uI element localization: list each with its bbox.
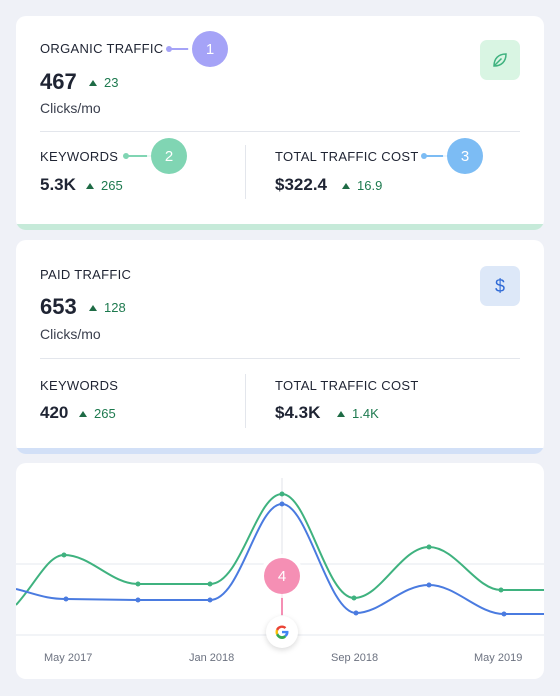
callout-2-badge[interactable]: 2 xyxy=(151,138,187,174)
organic-traffic-card: ORGANIC TRAFFIC 1 467 23 Clicks/mo KEYWO… xyxy=(16,16,544,230)
organic-cost-delta-value: 16.9 xyxy=(357,178,383,193)
organic-cost-delta: 16.9 xyxy=(342,178,382,193)
organic-traffic-unit: Clicks/mo xyxy=(40,100,101,116)
paid-traffic-delta-value: 128 xyxy=(104,300,126,315)
callout-4-badge[interactable]: 4 xyxy=(264,558,300,594)
paid-keywords-delta: 265 xyxy=(79,406,116,421)
organic-data-point[interactable] xyxy=(426,544,432,550)
google-icon xyxy=(275,625,289,639)
paid-keywords-delta-value: 265 xyxy=(94,406,116,421)
up-arrow-icon xyxy=(89,305,97,311)
paid-data-point[interactable] xyxy=(279,501,285,507)
up-arrow-icon xyxy=(342,183,350,189)
x-axis-tick-label: Sep 2018 xyxy=(331,652,379,664)
organic-cost-label: TOTAL TRAFFIC COST xyxy=(275,149,419,164)
paid-data-point[interactable] xyxy=(135,597,141,603)
organic-keywords-delta-value: 265 xyxy=(101,178,123,193)
traffic-trend-chart xyxy=(16,478,544,636)
organic-traffic-title: ORGANIC TRAFFIC xyxy=(40,41,164,56)
paid-keywords-value: 420 xyxy=(40,403,69,422)
paid-traffic-value: 653 xyxy=(40,294,77,319)
x-axis-tick-label: Jan 2018 xyxy=(189,652,235,664)
callout-3-badge[interactable]: 3 xyxy=(447,138,483,174)
divider xyxy=(245,374,246,428)
callout-1-badge[interactable]: 1 xyxy=(192,31,228,67)
x-axis-tick-label: May 2019 xyxy=(474,652,523,664)
divider xyxy=(40,358,520,359)
paid-traffic-unit: Clicks/mo xyxy=(40,326,101,342)
callout-3-connector xyxy=(421,153,447,159)
organic-cost-value: $322.4 xyxy=(275,175,327,194)
organic-keywords-value: 5.3K xyxy=(40,175,76,194)
paid-cost-delta-value: 1.4K xyxy=(352,406,379,421)
callout-2-connector xyxy=(123,153,151,159)
paid-data-point[interactable] xyxy=(353,610,359,616)
paid-cost-label: TOTAL TRAFFIC COST xyxy=(275,378,419,393)
traffic-chart-card: 4 May 2017 Jan 2018 Sep 2018 May 2019 xyxy=(16,463,544,679)
divider xyxy=(245,145,246,199)
divider xyxy=(40,131,520,132)
paid-traffic-title: PAID TRAFFIC xyxy=(40,267,132,282)
paid-keywords-label: KEYWORDS xyxy=(40,378,119,393)
paid-traffic-card: PAID TRAFFIC $ 653 128 Clicks/mo KEYWORD… xyxy=(16,240,544,454)
up-arrow-icon xyxy=(337,411,345,417)
paid-cost-delta: 1.4K xyxy=(337,406,379,421)
organic-data-point[interactable] xyxy=(207,581,213,587)
up-arrow-icon xyxy=(79,411,87,417)
organic-data-point[interactable] xyxy=(498,587,504,593)
organic-icon-button[interactable] xyxy=(480,40,520,80)
organic-accent-bar xyxy=(16,224,544,230)
organic-data-point[interactable] xyxy=(135,581,141,587)
paid-traffic-delta: 128 xyxy=(89,300,126,315)
paid-data-point[interactable] xyxy=(207,597,213,603)
up-arrow-icon xyxy=(89,80,97,86)
leaf-icon xyxy=(493,53,507,67)
paid-data-point[interactable] xyxy=(426,582,432,588)
organic-data-point[interactable] xyxy=(279,491,285,497)
organic-traffic-delta-value: 23 xyxy=(104,75,119,90)
organic-data-point[interactable] xyxy=(61,552,67,558)
organic-traffic-delta: 23 xyxy=(89,75,118,90)
organic-keywords-delta: 265 xyxy=(86,178,123,193)
dollar-icon: $ xyxy=(494,275,505,296)
x-axis-tick-label: May 2017 xyxy=(44,652,93,664)
paid-icon-button[interactable]: $ xyxy=(480,266,520,306)
paid-data-point[interactable] xyxy=(501,611,507,617)
up-arrow-icon xyxy=(86,183,94,189)
paid-cost-value: $4.3K xyxy=(275,403,321,422)
paid-data-point[interactable] xyxy=(63,596,69,602)
organic-keywords-label: KEYWORDS xyxy=(40,149,119,164)
callout-1-connector xyxy=(166,46,189,52)
paid-traffic-series-line xyxy=(16,502,544,615)
paid-accent-bar xyxy=(16,448,544,454)
organic-traffic-value: 467 xyxy=(40,69,77,94)
organic-data-point[interactable] xyxy=(351,595,357,601)
google-marker-button[interactable] xyxy=(266,616,298,648)
